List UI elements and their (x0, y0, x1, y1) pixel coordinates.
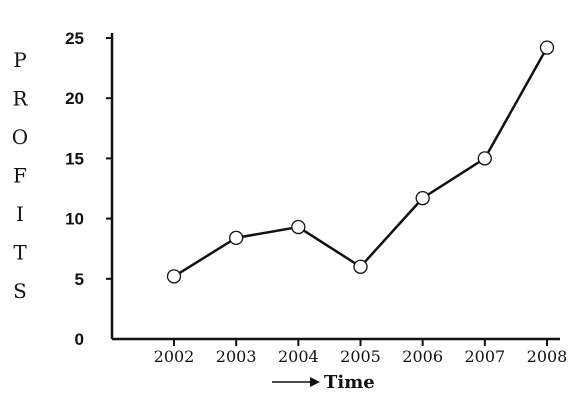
y-axis-label-letter: S (13, 279, 27, 303)
x-axis-label: Time (324, 372, 375, 393)
y-axis-label-letter: P (13, 48, 26, 72)
x-tick-label: 2005 (340, 347, 381, 366)
x-tick-label: 2008 (527, 347, 568, 366)
data-point (291, 219, 306, 235)
time-arrow-head (310, 377, 320, 387)
y-tick-label: 0 (75, 330, 84, 349)
x-tick-label: 2006 (402, 347, 443, 366)
x-tick-label: 2002 (154, 347, 195, 366)
y-axis-label-letter: I (16, 202, 24, 226)
y-tick-label: 5 (75, 270, 84, 289)
data-point (539, 40, 555, 55)
data-point (477, 151, 492, 166)
y-axis-label-letter: O (12, 125, 28, 149)
y-axis-ticks: 0 5 10 15 20 25 (65, 29, 112, 349)
y-tick-label: 25 (65, 29, 84, 48)
y-axis-label-letter: F (13, 164, 27, 188)
y-axis-label-letter: R (12, 87, 28, 111)
y-tick-label: 15 (65, 149, 84, 168)
y-axis-label-letter: T (13, 241, 27, 265)
y-tick-label: 10 (65, 210, 84, 229)
profits-series-line (173, 47, 549, 278)
data-point (415, 190, 430, 206)
data-point (353, 259, 368, 274)
x-axis-ticks: 2002 2003 2004 2005 2006 2007 2008 (154, 339, 568, 366)
x-tick-label: 2004 (278, 347, 319, 366)
x-tick-label: 2007 (464, 347, 505, 366)
data-points (166, 40, 555, 284)
data-point (229, 230, 244, 246)
y-tick-label: 20 (65, 89, 84, 108)
x-tick-label: 2003 (216, 347, 257, 366)
data-point (166, 269, 182, 284)
